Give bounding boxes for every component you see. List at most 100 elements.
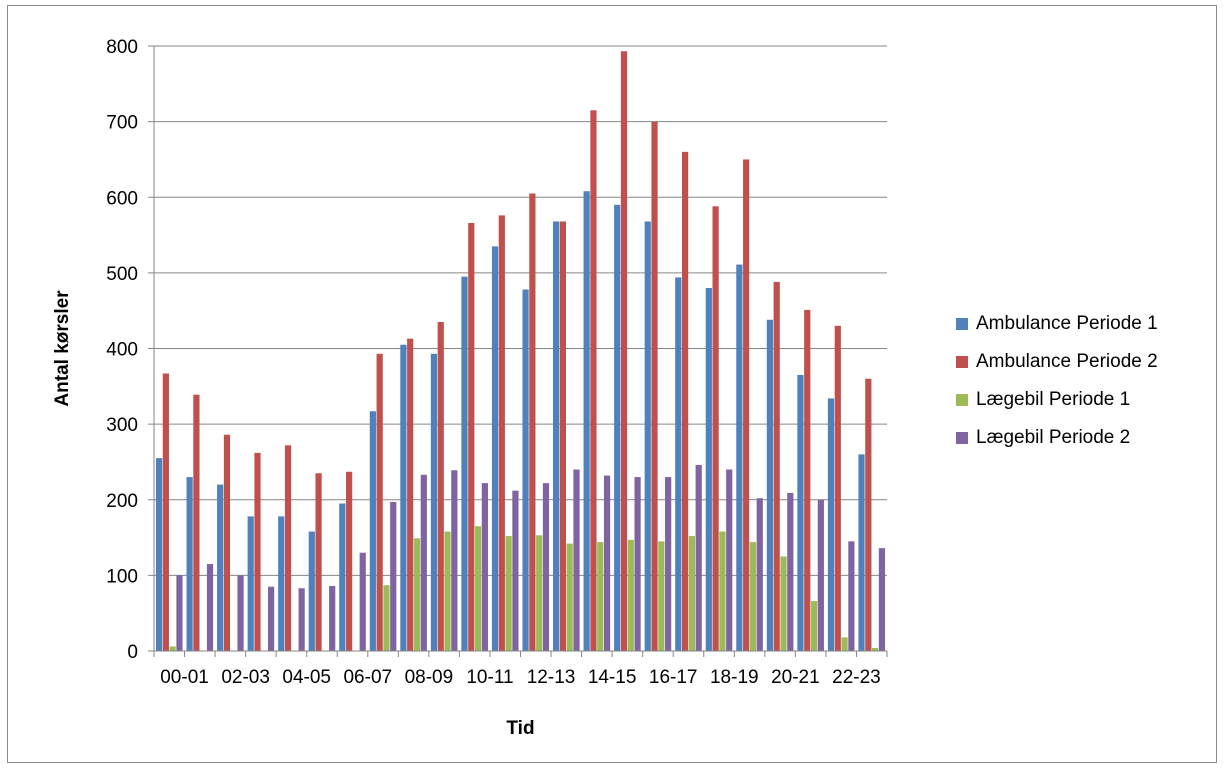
bar <box>529 193 536 651</box>
legend-swatch-ambulance-periode-2 <box>956 355 968 368</box>
legend-swatch-laegebil-periode-2 <box>956 431 968 444</box>
x-tick-label: 22-23 <box>832 667 881 688</box>
bar <box>614 204 621 651</box>
bar <box>719 531 726 651</box>
x-axis-title: Tid <box>506 718 534 739</box>
bar <box>308 531 315 651</box>
bar <box>590 110 597 651</box>
bar <box>223 434 231 651</box>
bar <box>651 121 658 651</box>
legend-swatch-ambulance-periode-1 <box>956 317 968 330</box>
bar <box>620 51 628 651</box>
axes: 0 100 200 300 400 500 600 700 800 00-01 02-03 04-05… <box>106 37 888 688</box>
bar <box>773 281 780 651</box>
bar <box>383 585 390 651</box>
bar <box>858 454 865 651</box>
bar <box>634 477 641 651</box>
bar <box>420 474 427 651</box>
bar <box>278 516 285 651</box>
bar <box>155 458 163 651</box>
bar <box>841 637 848 651</box>
bar <box>284 445 292 651</box>
bar <box>437 322 444 651</box>
bar <box>726 469 733 651</box>
legend-item: Ambulance Periode 2 <box>956 347 1158 376</box>
y-tick-label: 700 <box>106 113 138 134</box>
bar <box>369 411 376 651</box>
bar <box>865 378 872 651</box>
bar <box>834 325 841 651</box>
x-tick-label: 06-07 <box>343 667 392 688</box>
bar <box>804 309 811 651</box>
bar <box>522 289 529 651</box>
bar <box>681 151 689 651</box>
bar <box>688 536 695 651</box>
bar <box>444 531 451 651</box>
legend: Ambulance Periode 1 Ambulance Periode 2 … <box>956 309 1158 461</box>
bar <box>810 601 818 651</box>
y-tick-label: 100 <box>106 566 138 587</box>
bar <box>573 469 580 651</box>
bar <box>597 542 604 651</box>
bar <box>603 475 611 651</box>
bar <box>468 222 475 651</box>
x-tick-label: 14-15 <box>588 667 637 688</box>
y-tick-label: 500 <box>106 264 138 285</box>
legend-swatch-laegebil-periode-1 <box>956 393 968 406</box>
legend-item: Lægebil Periode 1 <box>956 385 1158 414</box>
bar <box>267 586 275 651</box>
x-tick-label: 10-11 <box>466 667 513 688</box>
gridlines <box>154 45 887 576</box>
bar <box>566 543 573 651</box>
bar <box>491 246 499 651</box>
bar <box>872 647 879 651</box>
bar <box>298 588 305 651</box>
x-tick-label: 00-01 <box>160 667 209 688</box>
bar <box>247 516 254 651</box>
x-tick-label: 12-13 <box>527 667 576 688</box>
bar <box>749 542 757 651</box>
bar-chart: 0 100 200 300 400 500 600 700 800 00-01 02-03 04-05… <box>52 37 888 739</box>
bar <box>878 548 886 651</box>
bar <box>376 353 383 651</box>
bar <box>583 191 590 651</box>
bar <box>481 483 488 651</box>
bar <box>736 264 743 651</box>
legend-label: Lægebil Periode 1 <box>976 388 1131 410</box>
bar <box>339 503 346 651</box>
bar <box>474 526 482 651</box>
bar <box>756 498 763 651</box>
bar <box>407 338 414 651</box>
bar <box>644 221 651 651</box>
bar <box>186 477 193 651</box>
bar <box>346 471 353 651</box>
x-tick-label: 20-21 <box>771 667 820 688</box>
bar <box>237 575 244 651</box>
x-tick-label: 16-17 <box>649 667 698 688</box>
x-tick-label: 04-05 <box>282 667 331 688</box>
bar <box>848 541 855 651</box>
bar <box>176 575 183 651</box>
bar <box>553 221 560 651</box>
legend-label: Ambulance Periode 2 <box>976 350 1158 372</box>
bar <box>413 538 421 651</box>
bar <box>162 373 169 651</box>
x-tick-label: 08-09 <box>405 667 454 688</box>
bar <box>400 344 407 651</box>
bar <box>498 215 505 651</box>
bar <box>797 374 804 651</box>
bar <box>559 221 567 651</box>
bar <box>705 288 712 651</box>
bar <box>712 206 719 651</box>
y-tick-label: 200 <box>106 491 138 512</box>
bar <box>536 535 543 651</box>
bar <box>315 473 322 651</box>
bar <box>169 646 176 651</box>
y-axis-title: Antal kørsler <box>52 290 73 407</box>
bar <box>505 536 512 651</box>
y-tick-label: 0 <box>127 642 138 663</box>
bar <box>665 477 672 651</box>
bar <box>461 276 468 651</box>
y-tick-label: 300 <box>106 415 138 436</box>
x-tick-label: 18-19 <box>710 667 759 688</box>
